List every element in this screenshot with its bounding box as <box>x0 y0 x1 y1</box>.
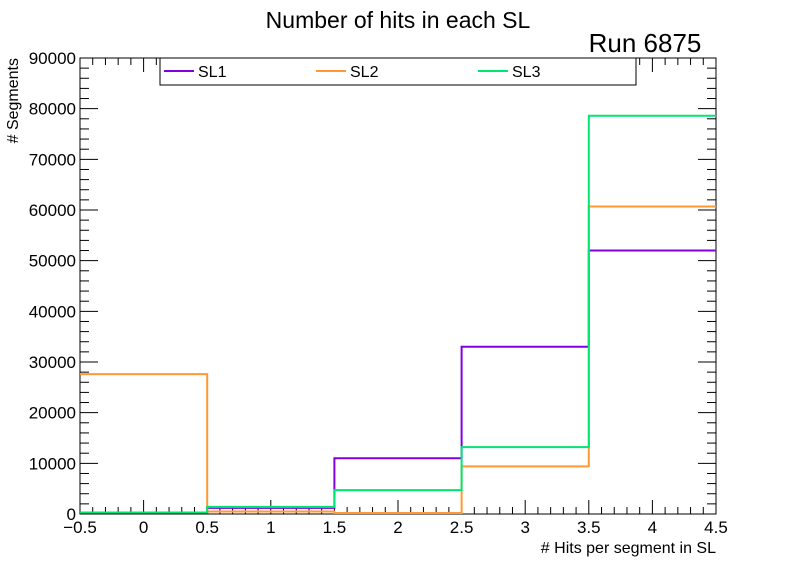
y-tick-label: 60000 <box>29 201 76 220</box>
x-tick-label: 0.5 <box>195 518 219 537</box>
y-tick-labels: 0 10000 20000 30000 40000 50000 60000 70000 8000… <box>29 49 76 524</box>
y-tick-label: 20000 <box>29 404 76 423</box>
x-tick-label: 3.5 <box>577 518 601 537</box>
x-axis-label: # Hits per segment in SL <box>541 540 716 557</box>
x-tick-label: 4.5 <box>704 518 728 537</box>
x-tick-label: 2.5 <box>450 518 474 537</box>
y-tick-label: 10000 <box>29 454 76 473</box>
x-tick-label: 1 <box>266 518 275 537</box>
y-tick-label: 50000 <box>29 252 76 271</box>
x-tick-labels: −0.5 0 0.5 1 1.5 2 2.5 3 3.5 4 4.5 <box>63 518 728 537</box>
chart-title: Number of hits in each SL <box>266 7 531 33</box>
x-tick-label: −0.5 <box>63 518 97 537</box>
legend-label-sl3: SL3 <box>512 64 541 81</box>
series-lines <box>80 114 716 514</box>
y-tick-label: 30000 <box>29 353 76 372</box>
x-tick-label: 1.5 <box>323 518 347 537</box>
x-tick-label: 2 <box>393 518 402 537</box>
x-tick-label: 4 <box>648 518 657 537</box>
legend-label-sl1: SL1 <box>198 64 227 81</box>
legend-box <box>159 57 637 86</box>
y-tick-label: 40000 <box>29 302 76 321</box>
plot-frame <box>79 57 717 515</box>
y-tick-label: 0 <box>67 505 76 524</box>
y-tick-label: 70000 <box>29 150 76 169</box>
legend: SL1 SL2 SL3 <box>159 57 637 86</box>
y-tick-label: 90000 <box>29 49 76 68</box>
series-sl3-line <box>80 114 716 514</box>
x-tick-label: 3 <box>520 518 529 537</box>
x-tick-label: 0 <box>139 518 148 537</box>
y-axis-label: # Segments <box>5 58 22 143</box>
y-tick-label: 80000 <box>29 100 76 119</box>
legend-label-sl2: SL2 <box>350 64 379 81</box>
run-label: Run 6875 <box>589 28 702 58</box>
